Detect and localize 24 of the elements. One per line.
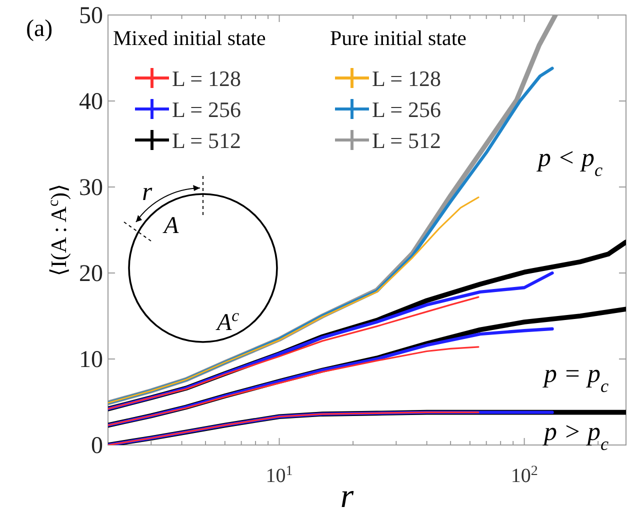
x-tick-label: 10$^{2}$ bbox=[510, 464, 538, 487]
annotation: p < p$_{c}$ bbox=[536, 143, 603, 180]
annotation: A$^{c}$ bbox=[215, 306, 240, 336]
y-tick-label: 30 bbox=[79, 175, 103, 201]
legend-label: L = 128 bbox=[372, 66, 442, 91]
annotation: Mixed initial state bbox=[113, 26, 266, 50]
y-tick-label: 50 bbox=[79, 3, 103, 29]
x-tick-label: 10$^{1}$ bbox=[266, 464, 293, 487]
x-axis-title: r bbox=[340, 478, 354, 509]
annotation: r bbox=[142, 177, 153, 206]
y-tick-label: 10 bbox=[79, 347, 103, 373]
y-tick-label: 0 bbox=[91, 433, 103, 459]
legend-label: L = 256 bbox=[172, 97, 242, 122]
y-tick-label: 20 bbox=[79, 261, 103, 287]
y-tick-label: 40 bbox=[79, 89, 103, 115]
annotation: p > p$_{c}$ bbox=[542, 417, 609, 454]
legend-label: L = 128 bbox=[172, 66, 242, 91]
legend-label: L = 512 bbox=[172, 128, 242, 153]
annotation: p = p$_{c}$ bbox=[542, 359, 609, 396]
annotation: A bbox=[162, 213, 179, 239]
legend-label: L = 512 bbox=[372, 128, 442, 153]
annotation: Pure initial state bbox=[330, 26, 466, 50]
legend-label: L = 256 bbox=[372, 97, 442, 122]
text: (a) bbox=[26, 16, 53, 42]
